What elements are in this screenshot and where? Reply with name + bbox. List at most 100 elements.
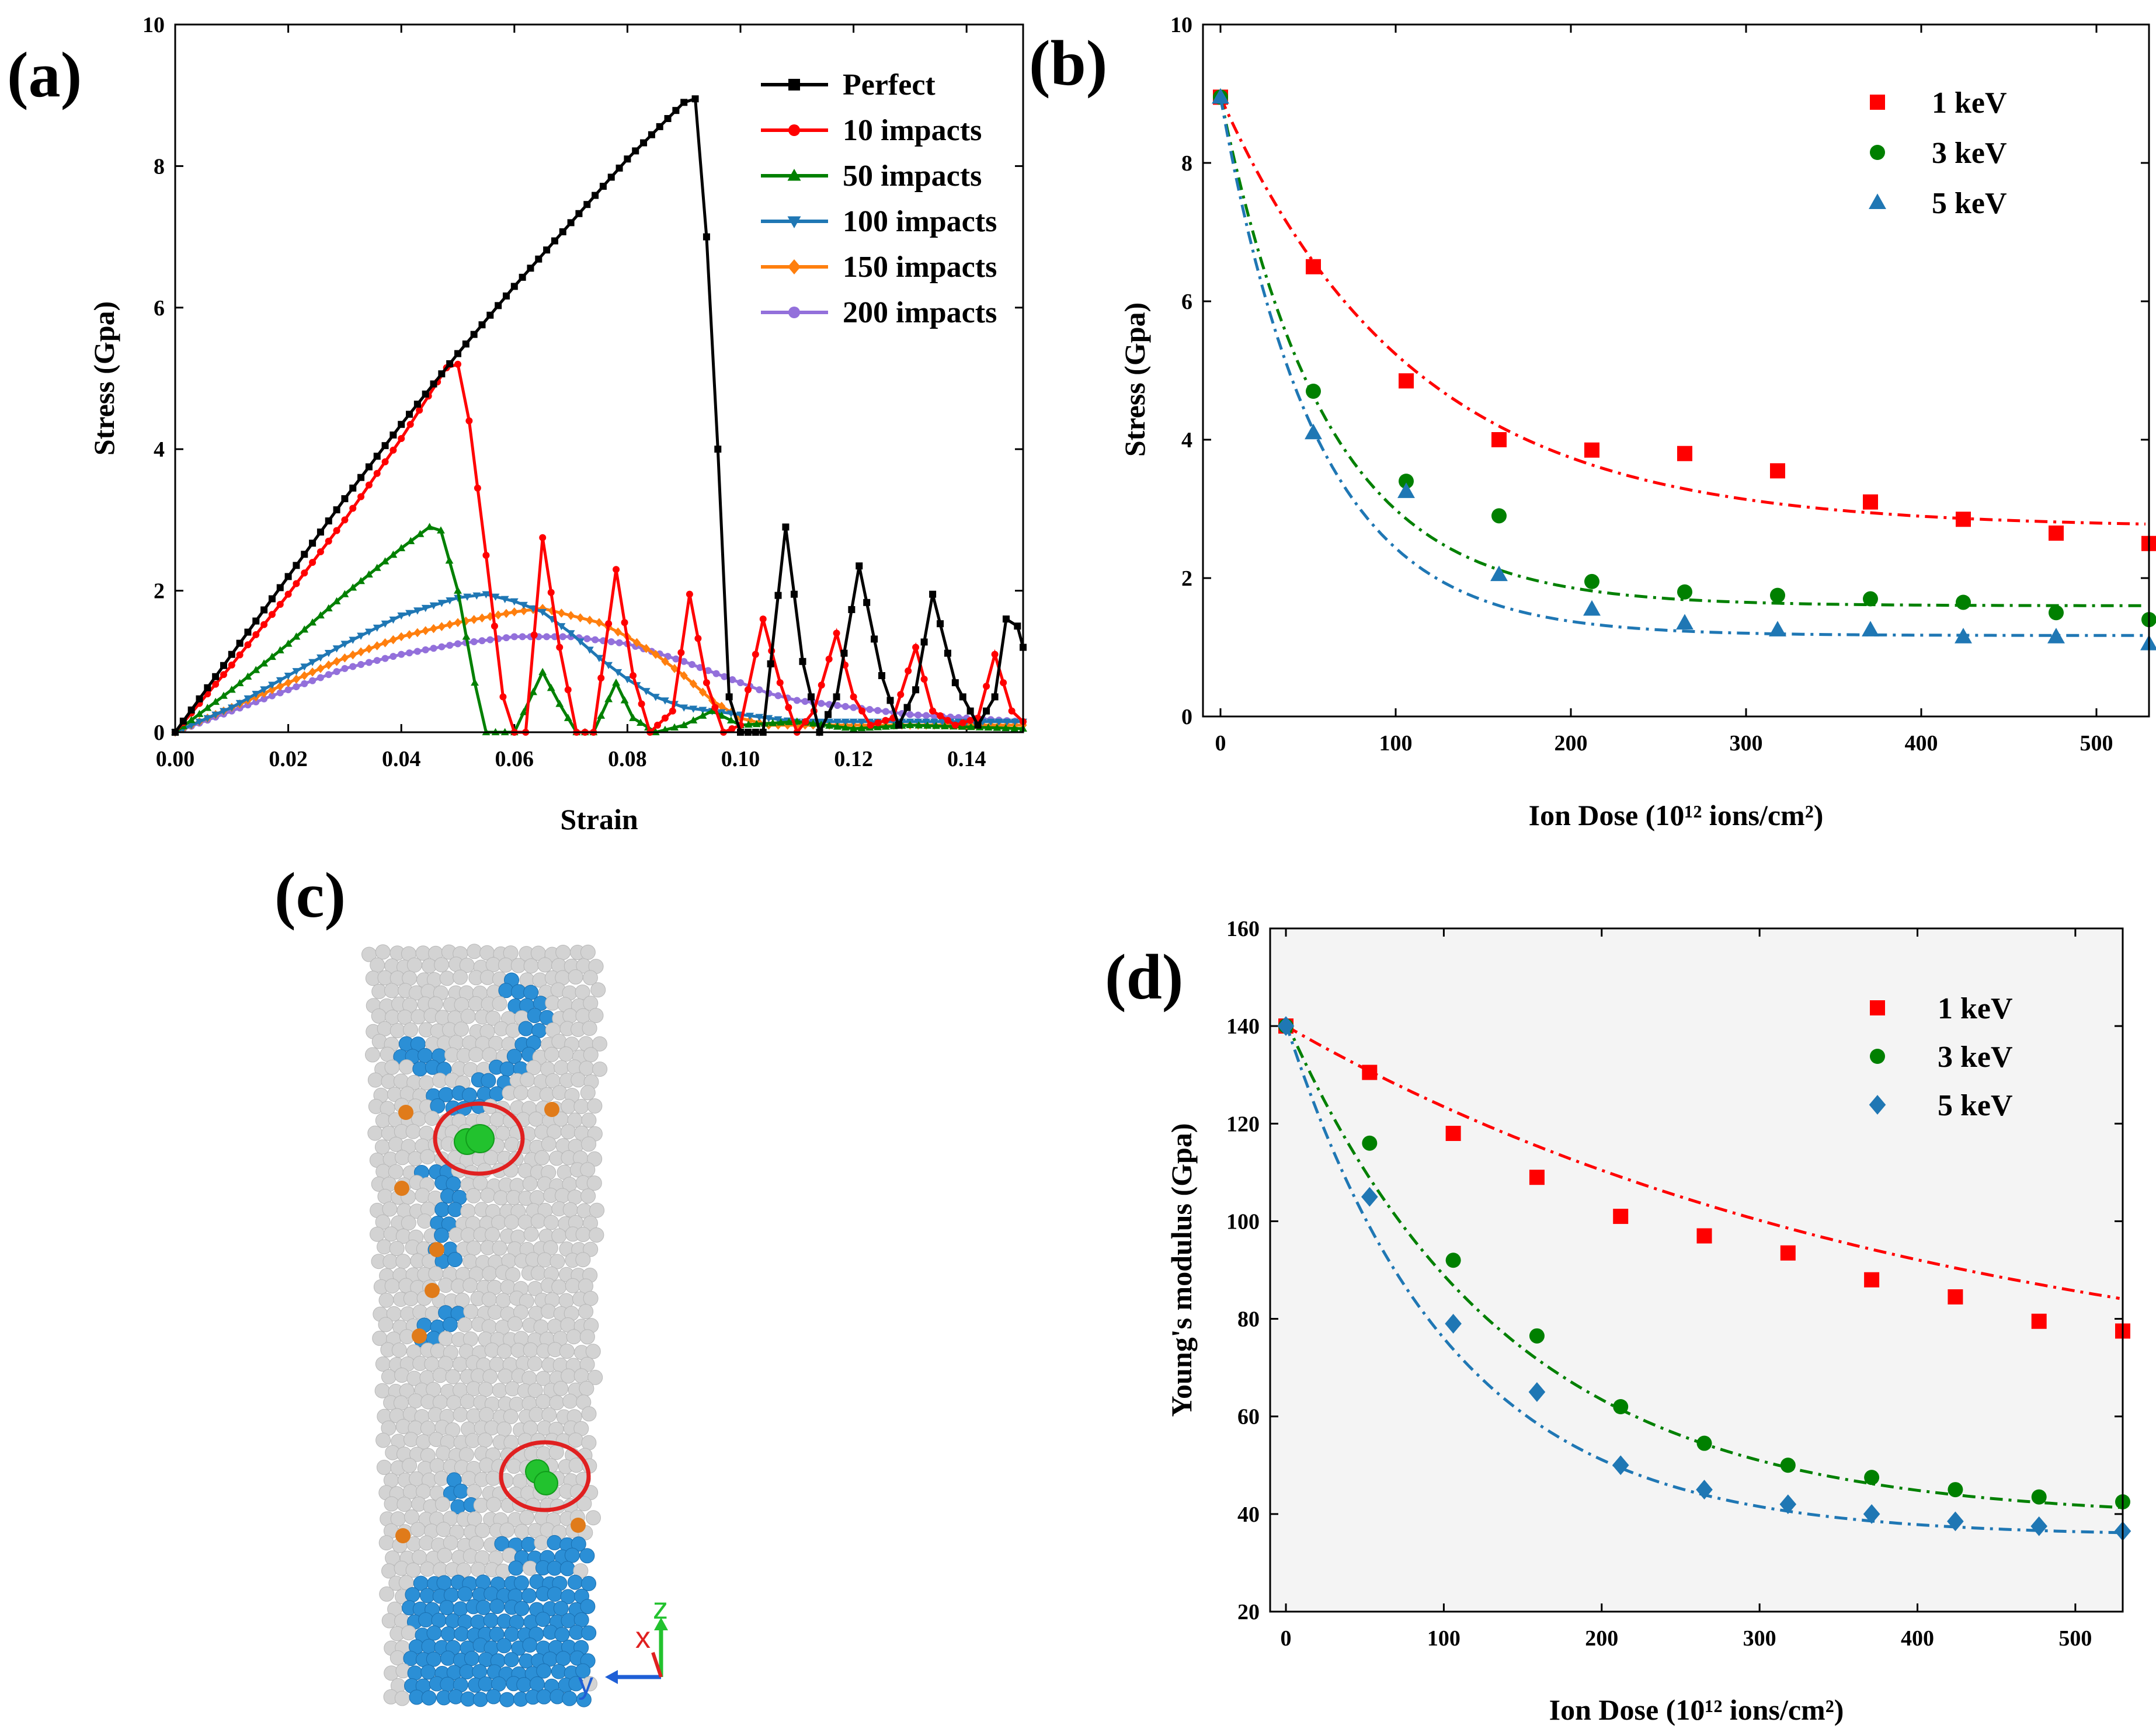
data-point: [292, 674, 301, 684]
matrix-atom: [561, 1368, 576, 1384]
data-point: [494, 610, 502, 620]
data-point: [446, 642, 454, 649]
data-point: [1677, 584, 1692, 600]
data-point: [654, 721, 662, 729]
data-point: [607, 173, 615, 181]
fit-curve: [1219, 96, 2145, 637]
y-tick-label: 8: [1181, 151, 1192, 176]
data-point: [317, 654, 325, 662]
interstitial-atom: [425, 1283, 440, 1298]
matrix-atom: [592, 1062, 608, 1077]
data-point: [615, 164, 623, 172]
data-point: [220, 708, 228, 715]
data-point: [1948, 1289, 1963, 1304]
matrix-atom: [588, 1008, 604, 1024]
y-tick-label: 80: [1237, 1307, 1260, 1332]
matrix-atom: [551, 1228, 567, 1244]
data-point: [833, 629, 840, 637]
matrix-atom: [582, 1021, 597, 1036]
data-point: [661, 725, 669, 733]
matrix-atom: [453, 969, 468, 985]
plot-frame-a: [174, 23, 1024, 733]
matrix-atom: [417, 1213, 433, 1229]
z-axis-label: z: [653, 1592, 668, 1626]
data-point: [406, 649, 413, 657]
matrix-atom: [535, 1394, 551, 1410]
matrix-atom: [548, 1445, 564, 1460]
data-point: [691, 95, 699, 103]
data-point: [482, 552, 490, 559]
data-point: [1863, 494, 1878, 510]
data-point: [196, 695, 203, 702]
matrix-atom: [498, 957, 513, 973]
matrix-atom: [581, 1136, 597, 1152]
matrix-atom: [496, 1421, 512, 1437]
x-tick-label: 0: [1281, 1626, 1292, 1651]
data-point: [1696, 1435, 1712, 1451]
matrix-atom: [470, 1561, 486, 1577]
matrix-atom: [493, 1190, 509, 1206]
data-point: [413, 648, 421, 655]
data-point: [454, 360, 461, 368]
matrix-atom: [379, 1586, 395, 1602]
data-point: [951, 679, 959, 687]
x-tick-label: 0: [1215, 731, 1226, 756]
data-point: [615, 639, 623, 646]
defect-atom: [478, 1676, 493, 1692]
defect-atom: [457, 1586, 473, 1602]
data-point: [365, 463, 373, 471]
data-point: [1613, 1209, 1629, 1224]
data-point: [301, 551, 308, 558]
y-tick-label: 4: [154, 437, 165, 462]
data-point: [349, 636, 357, 644]
y-axis-title-d: Young's modulus (Gpa): [1165, 1123, 1198, 1417]
legend-marker: [1870, 1000, 1885, 1015]
matrix-atom: [432, 1368, 448, 1383]
matrix-atom: [463, 1304, 479, 1320]
data-point: [728, 725, 736, 732]
y-axis-title-a: Stress (Gpa): [88, 301, 120, 455]
matrix-atom: [420, 1149, 436, 1165]
legend-d: 1 keV 3 keV 5 keV: [1869, 992, 2013, 1122]
data-point: [1956, 594, 1971, 610]
y-tick-label: 40: [1237, 1502, 1260, 1527]
matrix-atom: [485, 1010, 501, 1026]
matrix-atom: [523, 1342, 538, 1358]
data-point: [220, 662, 227, 669]
matrix-atom: [438, 1278, 454, 1293]
data-point: [912, 686, 920, 694]
legend-label: 5 keV: [1938, 1089, 2013, 1122]
matrix-atom: [578, 1304, 594, 1320]
matrix-atom: [575, 1227, 591, 1242]
data-point: [293, 562, 300, 569]
matrix-atom: [585, 1344, 601, 1359]
defect-atom: [554, 1627, 570, 1643]
matrix-atom: [419, 1075, 434, 1091]
data-point: [801, 698, 809, 705]
legend-label: 3 keV: [1938, 1041, 2013, 1074]
matrix-atom: [463, 1278, 478, 1293]
data-point: [2049, 525, 2064, 541]
interstitial-atom: [571, 1518, 586, 1533]
x-tick-label: 100: [1427, 1626, 1460, 1651]
data-point: [397, 544, 406, 551]
data-point: [929, 707, 937, 715]
matrix-atom: [496, 1344, 512, 1359]
data-point: [680, 657, 688, 665]
y-tick-label: 10: [1170, 13, 1192, 37]
matrix-atom: [583, 1047, 599, 1063]
data-point: [680, 671, 688, 680]
data-point: [1780, 1245, 1796, 1261]
data-point: [437, 600, 446, 607]
defect-atom: [506, 1049, 522, 1064]
data-point: [1014, 622, 1021, 630]
matrix-atom: [558, 1046, 574, 1062]
y-axis-title-b: Stress (Gpa): [1118, 302, 1151, 457]
data-point: [642, 688, 651, 695]
data-point: [373, 657, 381, 665]
data-point: [308, 659, 317, 666]
x-tick-label: 0.02: [269, 747, 308, 771]
data-point: [416, 406, 423, 414]
matrix-atom: [401, 1215, 416, 1231]
data-point: [850, 693, 857, 701]
